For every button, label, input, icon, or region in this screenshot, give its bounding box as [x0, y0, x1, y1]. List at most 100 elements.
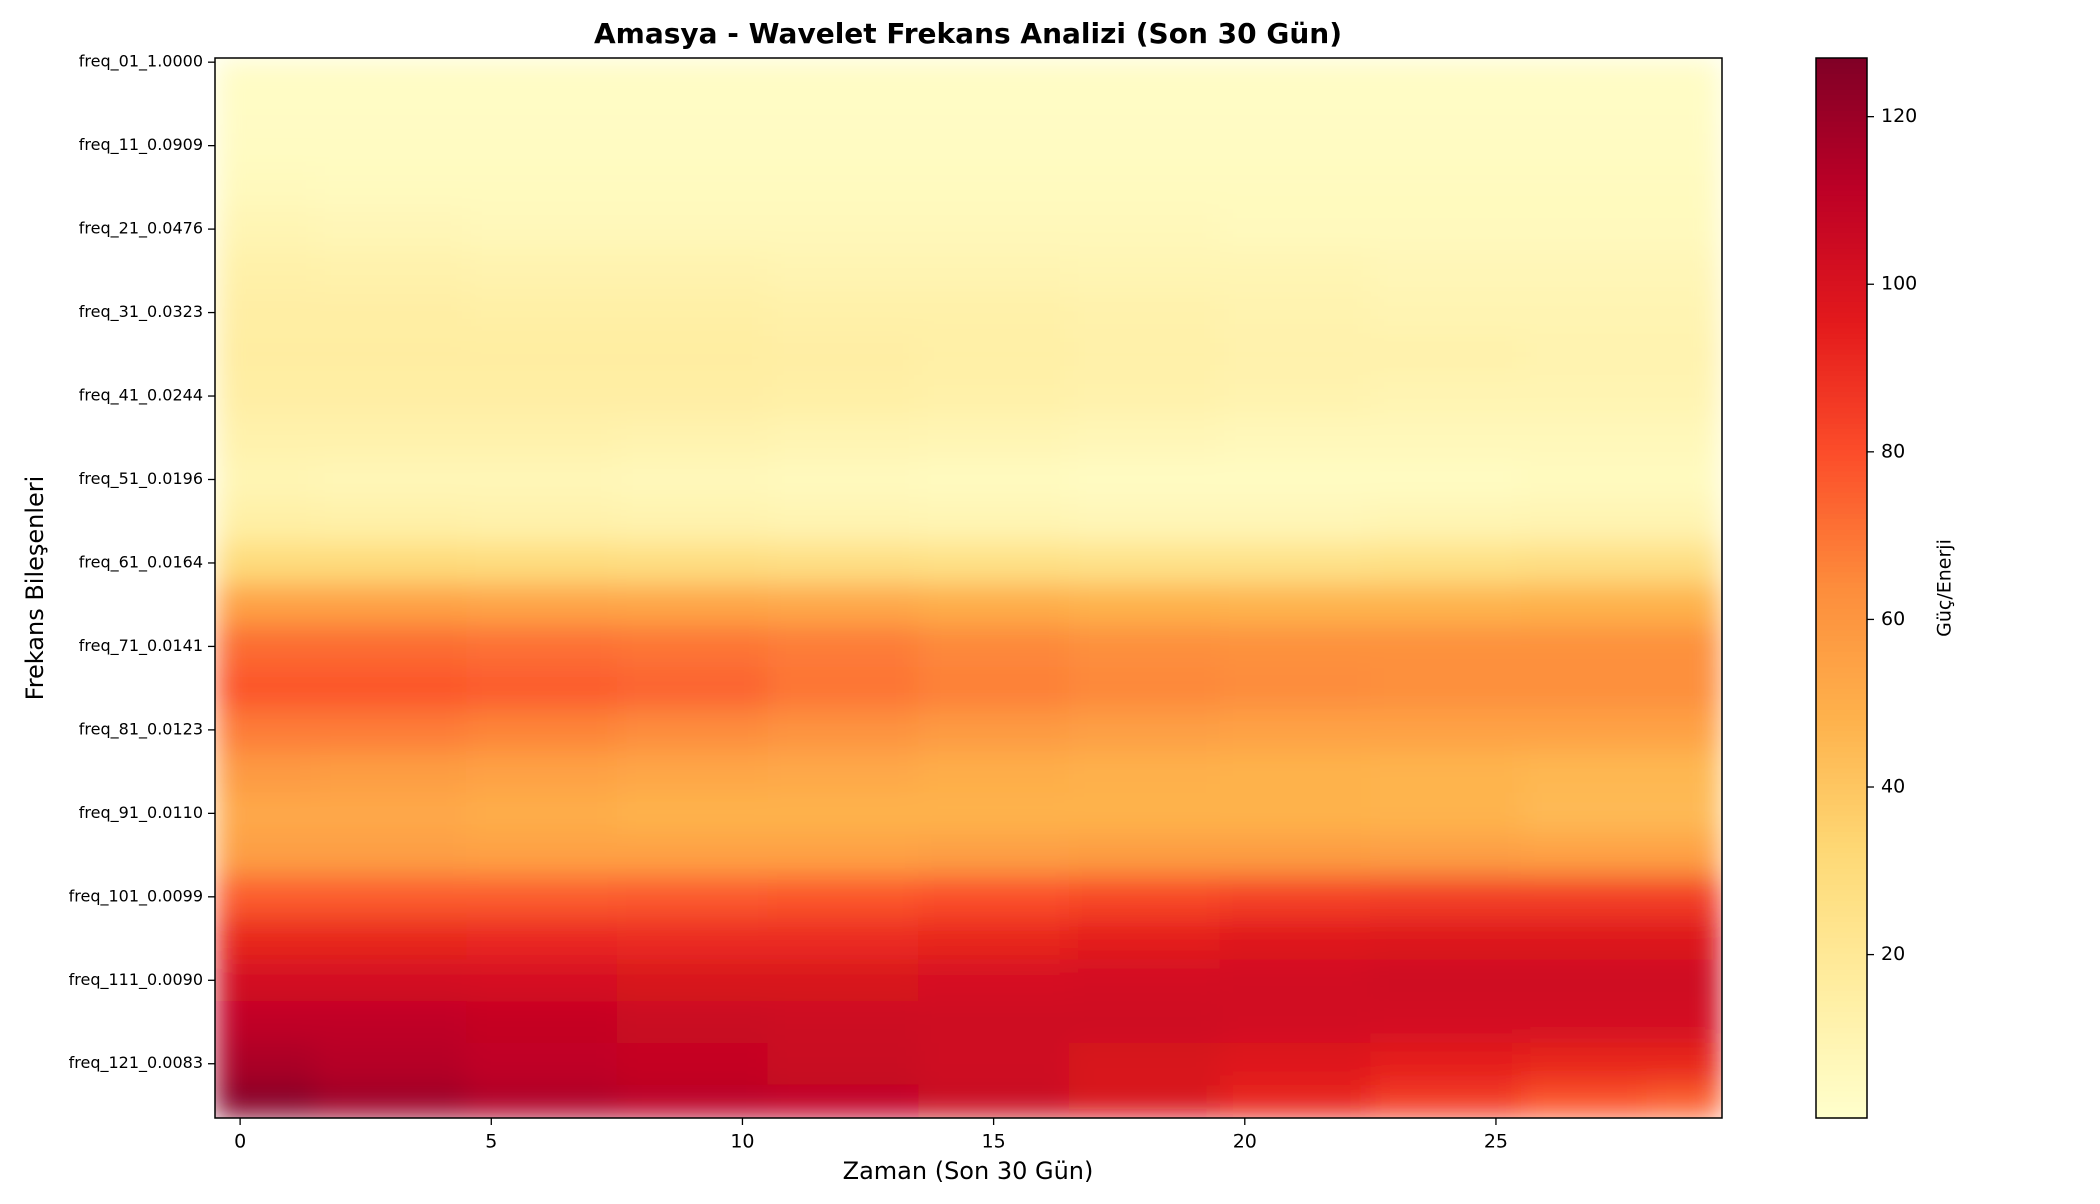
- heatmap-cell: [616, 625, 769, 668]
- heatmap-cell: [1219, 709, 1371, 752]
- heatmap-cell: [767, 625, 919, 668]
- heatmap-cell: [215, 625, 317, 668]
- heatmap-cell: [616, 416, 769, 460]
- colorbar-segment: [1816, 338, 1867, 345]
- heatmap-cell: [1219, 750, 1371, 794]
- heatmap-cell: [1646, 375, 1722, 418]
- colorbar-segment: [1816, 757, 1867, 764]
- heatmap-cell: [1068, 166, 1221, 209]
- colorbar-segment: [1816, 317, 1867, 324]
- plot-frame: [214, 57, 1723, 1119]
- colorbar-segment: [1816, 709, 1867, 716]
- colorbar-segment: [1816, 826, 1867, 833]
- heatmap-cell: [466, 792, 618, 835]
- heatmap-cell: [315, 83, 467, 126]
- heatmap-cell: [1646, 1001, 1722, 1044]
- colorbar-segment: [1816, 471, 1867, 478]
- heatmap-cell: [767, 458, 919, 501]
- colorbar-segment: [1816, 524, 1867, 531]
- colorbar-segment: [1816, 731, 1867, 738]
- colorbar-segment: [1816, 423, 1867, 430]
- heatmap-cell: [1068, 583, 1221, 627]
- heatmap-cell: [1068, 834, 1221, 877]
- heatmap-cell: [616, 917, 769, 961]
- colorbar-segment: [1816, 651, 1867, 658]
- colorbar-segment: [1816, 540, 1867, 547]
- heatmap-cell: [767, 709, 919, 752]
- heatmap-cell: [1370, 542, 1522, 585]
- colorbar-segment: [1816, 853, 1867, 860]
- y-tick-label: freq_41_0.0244: [79, 386, 203, 406]
- heatmap-cell: [1521, 709, 1648, 752]
- heatmap-cell: [1521, 1084, 1648, 1118]
- heatmap-cell: [1370, 834, 1522, 877]
- heatmap-cell: [466, 667, 618, 710]
- heatmap-cell: [1068, 750, 1221, 794]
- heatmap-cell: [466, 500, 618, 543]
- heatmap-cell: [315, 58, 467, 84]
- colorbar-segment: [1816, 344, 1867, 351]
- heatmap-cell: [767, 1042, 919, 1086]
- heatmap-cell: [1219, 542, 1371, 585]
- heatmap-cell: [1370, 792, 1522, 835]
- heatmap-cell: [1646, 58, 1722, 84]
- colorbar-segment: [1816, 307, 1867, 314]
- heatmap-cell: [1521, 249, 1648, 293]
- y-tick-label: freq_11_0.0909: [79, 135, 203, 155]
- heatmap-cell: [466, 208, 618, 251]
- colorbar-segment: [1816, 444, 1867, 451]
- colorbar-segment: [1816, 572, 1867, 579]
- heatmap-cell: [616, 1042, 769, 1086]
- heatmap-cell: [1219, 667, 1371, 710]
- heatmap-cell: [918, 208, 1070, 251]
- heatmap-cell: [1370, 208, 1522, 251]
- colorbar-segment: [1816, 217, 1867, 224]
- heatmap-cell: [1219, 208, 1371, 251]
- heatmap: [215, 58, 1722, 1118]
- colorbar-segment: [1816, 704, 1867, 711]
- colorbar-segment: [1816, 609, 1867, 616]
- heatmap-cell: [215, 917, 317, 961]
- y-tick-label: freq_91_0.0110: [79, 803, 203, 823]
- heatmap-cell: [767, 1001, 919, 1044]
- heatmap-cell: [215, 416, 317, 460]
- heatmap-cell: [215, 542, 317, 585]
- heatmap-cell: [1521, 792, 1648, 835]
- y-tick-label: freq_81_0.0123: [79, 719, 203, 739]
- colorbar-segment: [1816, 179, 1867, 186]
- heatmap-cell: [466, 166, 618, 209]
- heatmap-cell: [1521, 542, 1648, 585]
- heatmap-cell: [1521, 208, 1648, 251]
- colorbar-segment: [1816, 238, 1867, 245]
- colorbar-segment: [1816, 164, 1867, 171]
- colorbar-segment: [1816, 211, 1867, 218]
- heatmap-cell: [767, 792, 919, 835]
- colorbar-segment: [1816, 111, 1867, 118]
- colorbar-segment: [1816, 789, 1867, 796]
- heatmap-cell: [1521, 416, 1648, 460]
- heatmap-cell: [767, 249, 919, 293]
- colorbar-segment: [1816, 476, 1867, 483]
- colorbar-segment: [1816, 89, 1867, 96]
- colorbar-frame: [1815, 57, 1868, 1119]
- heatmap-cell: [466, 333, 618, 376]
- colorbar-segment: [1816, 137, 1867, 144]
- colorbar-segment: [1816, 296, 1867, 303]
- heatmap-cell: [918, 1001, 1070, 1044]
- colorbar-segment: [1816, 95, 1867, 102]
- heatmap-cell: [1068, 58, 1221, 84]
- heatmap-cell: [315, 959, 467, 1002]
- colorbar-segment: [1816, 868, 1867, 875]
- heatmap-cell: [1219, 917, 1371, 961]
- heatmap-cell: [1370, 124, 1522, 168]
- heatmap-cell: [1521, 58, 1648, 84]
- colorbar-segment: [1816, 1102, 1867, 1109]
- heatmap-cell: [1370, 333, 1522, 376]
- colorbar-segment: [1816, 937, 1867, 944]
- heatmap-cell: [918, 1084, 1070, 1118]
- colorbar-segment: [1816, 333, 1867, 340]
- colorbar-segment: [1816, 460, 1867, 467]
- colorbar-segment: [1816, 455, 1867, 462]
- heatmap-cell: [466, 542, 618, 585]
- heatmap-cell: [1521, 458, 1648, 501]
